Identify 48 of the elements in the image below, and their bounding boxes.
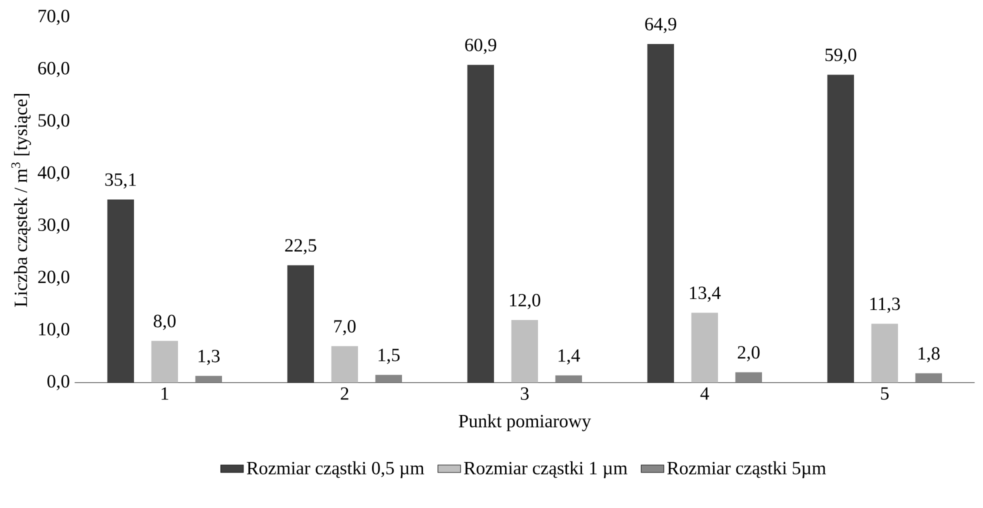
x-tick-label: 2 [340, 387, 348, 400]
data-label: 35,1 [105, 173, 136, 189]
bar [511, 320, 538, 383]
bar [647, 44, 674, 383]
data-label: 11,3 [870, 298, 900, 313]
bar [871, 324, 898, 383]
bar [151, 340, 178, 383]
data-label: 2,0 [738, 346, 760, 362]
data-label: 64,9 [645, 18, 676, 34]
y-tick-label: 70,0 [38, 10, 70, 25]
data-label: 1,3 [198, 350, 220, 365]
y-tick-label: 40,0 [38, 166, 70, 182]
y-tick-label: 20,0 [38, 270, 70, 286]
bar [555, 375, 582, 383]
bar [107, 199, 134, 383]
data-label: 60,9 [465, 38, 496, 54]
data-label: 22,5 [285, 239, 316, 254]
x-tick-label: 3 [520, 387, 529, 400]
bar [195, 376, 222, 383]
y-tick-label: 30,0 [38, 218, 70, 234]
bar [287, 265, 314, 383]
bar [691, 312, 718, 383]
legend-label: Rozmiar cząstki 5µm [667, 461, 826, 478]
legend-label: Rozmiar cząstki 1 µm [464, 461, 628, 478]
y-tick-label: 10,0 [39, 322, 70, 338]
bar [827, 74, 854, 383]
data-label: 1,5 [378, 348, 400, 364]
y-axis-title: Liczba cząstek / m$^{3}$ [tysiące] [11, 94, 31, 307]
data-label: 1,4 [558, 349, 580, 364]
bar [375, 374, 402, 383]
data-label: 1,8 [918, 347, 940, 362]
y-tick-label: 0,0 [47, 375, 70, 390]
data-label: 13,4 [690, 286, 721, 302]
y-tick-label: 50,0 [38, 114, 70, 130]
data-label: 12,0 [510, 294, 540, 310]
bar [331, 346, 358, 383]
legend-label: Rozmiar cząstki 0,5 µm [246, 461, 424, 478]
x-axis-title: Punkt pomiarowy [458, 414, 591, 432]
bar [915, 373, 942, 383]
bar [467, 64, 494, 383]
y-tick-label: 60,0 [38, 62, 70, 78]
data-label: 7,0 [334, 320, 356, 336]
x-tick-label: 1 [162, 387, 168, 400]
x-tick-label: 5 [881, 387, 889, 400]
data-label: 8,0 [154, 314, 176, 330]
x-tick-label: 4 [700, 387, 710, 400]
bar [735, 372, 762, 383]
data-label: 59,0 [825, 48, 856, 64]
